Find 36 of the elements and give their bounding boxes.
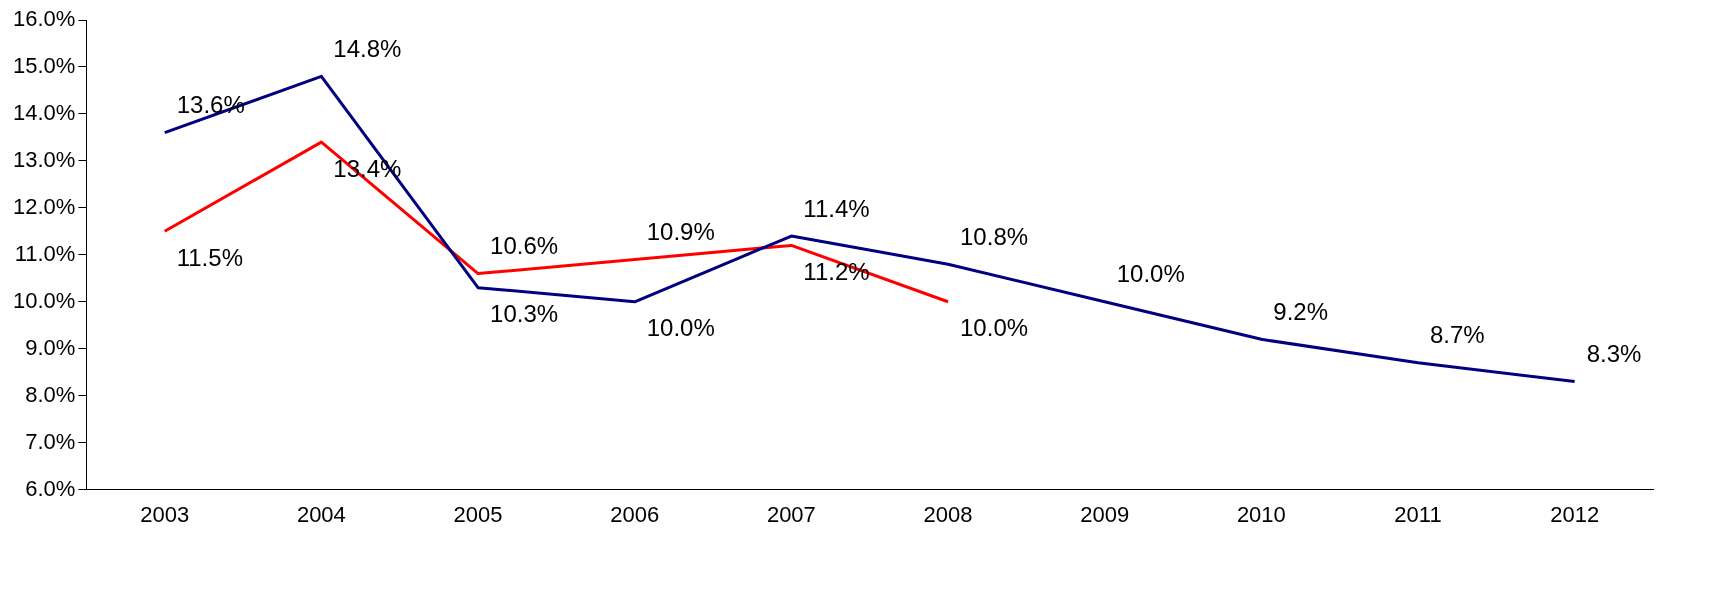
y-tick-label: 14.0% — [12, 99, 76, 125]
y-tick-label: 12.0% — [12, 193, 76, 219]
x-tick-label: 2011 — [1394, 501, 1442, 527]
y-tick-label: 16.0% — [12, 6, 76, 32]
x-tick-label: 2007 — [766, 501, 816, 527]
data-label: 9.2% — [1273, 297, 1329, 325]
y-tick-label: 8.0% — [25, 381, 76, 407]
data-label: 10.0% — [960, 314, 1029, 342]
x-tick-label: 2009 — [1080, 501, 1130, 527]
x-tick-label: 2010 — [1236, 501, 1286, 527]
data-label: 10.9% — [646, 218, 715, 246]
data-label: 13.6% — [176, 91, 245, 119]
x-tick-label: 2004 — [296, 501, 346, 527]
y-tick-label: 15.0% — [12, 53, 76, 79]
data-label: 11.4% — [803, 194, 870, 222]
data-label: 10.0% — [646, 314, 715, 342]
y-tick-label: 9.0% — [25, 334, 76, 360]
data-label: 10.0% — [1116, 260, 1185, 288]
data-label: 10.8% — [960, 222, 1029, 250]
y-tick-label: 13.0% — [12, 146, 76, 172]
y-tick-label: 6.0% — [25, 475, 76, 501]
data-label: 10.6% — [490, 232, 559, 260]
data-label: 14.8% — [333, 34, 402, 62]
x-tick-label: 2006 — [610, 501, 660, 527]
x-tick-label: 2012 — [1550, 501, 1600, 527]
x-tick-label: 2008 — [923, 501, 973, 527]
y-tick-label: 11.0% — [14, 240, 76, 266]
data-label: 11.2% — [803, 258, 870, 286]
data-label: 10.3% — [490, 300, 559, 328]
y-tick-label: 7.0% — [25, 428, 76, 454]
data-label: 8.7% — [1430, 321, 1485, 349]
x-tick-label: 2003 — [140, 501, 190, 527]
x-tick-label: 2005 — [453, 501, 503, 527]
data-label: 11.5% — [176, 243, 243, 271]
y-tick-label: 10.0% — [12, 287, 76, 313]
data-label: 8.3% — [1586, 340, 1642, 368]
